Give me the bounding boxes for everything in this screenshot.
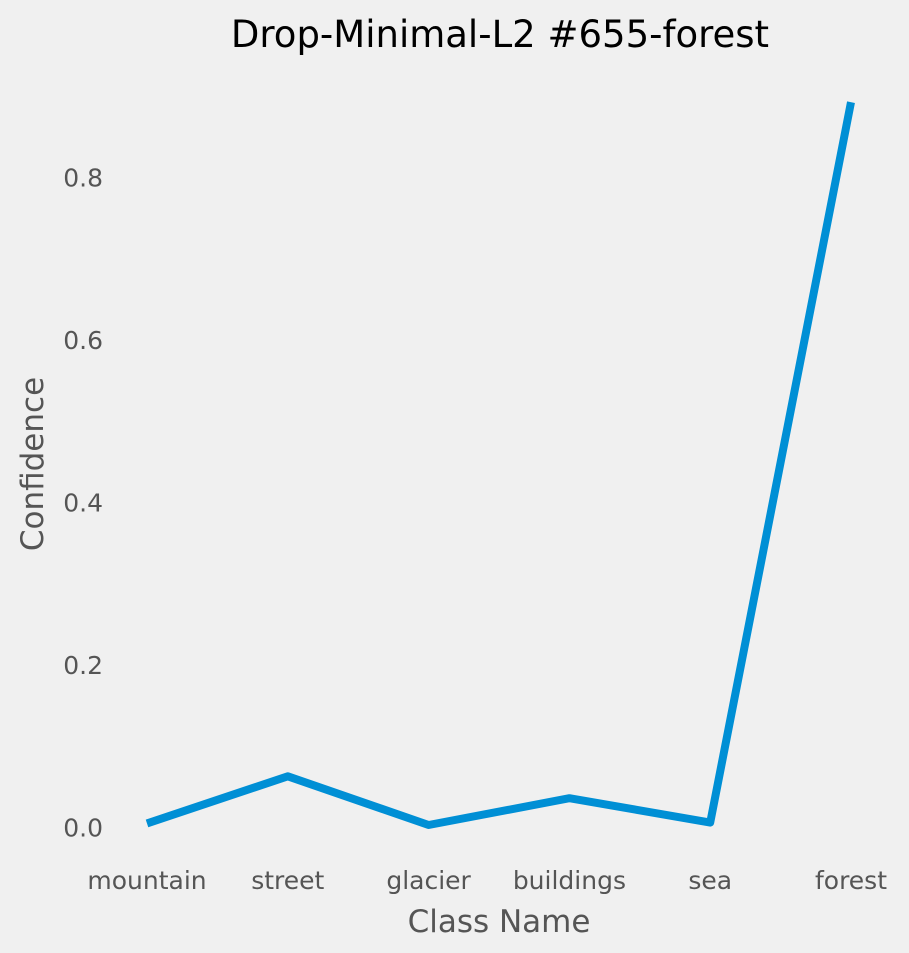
y-tick-label: 0.2 — [63, 651, 103, 680]
x-tick-label: forest — [815, 866, 887, 895]
data-point — [847, 98, 855, 106]
x-tick-label: sea — [688, 866, 732, 895]
data-point — [143, 819, 151, 827]
x-tick-label: street — [251, 866, 324, 895]
y-tick-label: 0.8 — [63, 164, 103, 193]
data-point — [425, 821, 433, 829]
y-axis-ticks: 0.0 0.2 0.4 0.6 0.8 — [63, 164, 103, 843]
x-axis-label: Class Name — [408, 904, 591, 940]
series-group — [143, 98, 855, 829]
y-tick-label: 0.4 — [63, 489, 103, 518]
x-tick-label: buildings — [513, 866, 626, 895]
x-tick-label: mountain — [87, 866, 206, 895]
chart-title: Drop-Minimal-L2 #655-forest — [231, 13, 769, 56]
data-point — [706, 819, 714, 827]
data-point — [284, 772, 292, 780]
data-point — [565, 794, 573, 802]
series-line — [145, 101, 855, 829]
y-tick-label: 0.0 — [63, 813, 103, 842]
y-axis-label: Confidence — [15, 377, 51, 551]
x-tick-label: glacier — [386, 866, 471, 895]
x-axis-ticks: mountain street glacier buildings sea forest — [87, 866, 887, 895]
y-tick-label: 0.6 — [63, 326, 103, 355]
